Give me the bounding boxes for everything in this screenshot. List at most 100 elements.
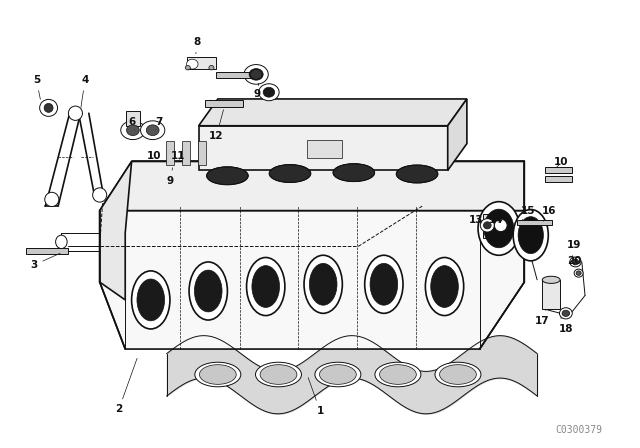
Ellipse shape — [195, 270, 222, 312]
Text: 19: 19 — [567, 240, 581, 257]
Ellipse shape — [370, 263, 397, 305]
Ellipse shape — [255, 362, 301, 387]
Ellipse shape — [121, 121, 145, 140]
Text: 15: 15 — [521, 207, 536, 220]
Ellipse shape — [426, 258, 464, 315]
Ellipse shape — [484, 209, 514, 248]
Ellipse shape — [480, 219, 494, 232]
Polygon shape — [198, 99, 467, 126]
Ellipse shape — [375, 362, 421, 387]
Text: 8: 8 — [194, 37, 201, 54]
Ellipse shape — [250, 69, 262, 79]
Ellipse shape — [259, 84, 279, 101]
Text: 3: 3 — [30, 253, 60, 270]
Text: 2: 2 — [115, 358, 137, 414]
Ellipse shape — [68, 106, 83, 121]
Bar — [182, 141, 189, 165]
Ellipse shape — [542, 276, 560, 284]
Ellipse shape — [559, 308, 572, 319]
Ellipse shape — [304, 255, 342, 313]
Ellipse shape — [478, 202, 520, 255]
Ellipse shape — [127, 125, 140, 136]
Bar — [26, 248, 68, 254]
Bar — [483, 214, 505, 238]
Bar — [166, 141, 173, 165]
Text: 13: 13 — [469, 215, 484, 225]
Ellipse shape — [195, 362, 241, 387]
Ellipse shape — [574, 269, 583, 277]
Text: 10: 10 — [554, 157, 569, 168]
Polygon shape — [448, 99, 467, 170]
Ellipse shape — [494, 219, 507, 232]
Polygon shape — [100, 161, 524, 211]
Ellipse shape — [132, 271, 170, 329]
Ellipse shape — [249, 69, 263, 80]
Ellipse shape — [141, 121, 165, 140]
Text: 17: 17 — [535, 310, 550, 326]
Bar — [126, 112, 140, 126]
Ellipse shape — [315, 362, 361, 387]
Ellipse shape — [396, 165, 438, 183]
Ellipse shape — [40, 99, 58, 116]
Ellipse shape — [365, 255, 403, 313]
Bar — [307, 141, 342, 158]
Ellipse shape — [93, 188, 107, 202]
Ellipse shape — [260, 365, 297, 384]
Ellipse shape — [263, 87, 275, 97]
Ellipse shape — [45, 192, 59, 207]
Ellipse shape — [518, 217, 543, 254]
Ellipse shape — [252, 266, 280, 307]
Bar — [205, 100, 243, 107]
Bar — [187, 57, 216, 69]
Text: 10: 10 — [147, 151, 161, 161]
Bar — [516, 220, 552, 225]
Bar — [542, 280, 560, 309]
Text: 12: 12 — [209, 110, 224, 141]
Bar — [198, 141, 205, 165]
Ellipse shape — [44, 103, 53, 112]
Text: 5: 5 — [33, 75, 40, 99]
Ellipse shape — [207, 167, 248, 185]
Bar — [216, 72, 253, 78]
Text: 9: 9 — [166, 168, 173, 185]
Text: 6: 6 — [128, 117, 135, 130]
Ellipse shape — [185, 65, 190, 70]
Ellipse shape — [200, 365, 236, 384]
Ellipse shape — [269, 164, 311, 182]
Bar — [545, 167, 572, 172]
Polygon shape — [198, 126, 448, 170]
Ellipse shape — [572, 259, 579, 265]
Text: 9: 9 — [254, 83, 261, 99]
Ellipse shape — [209, 65, 214, 70]
Ellipse shape — [244, 65, 268, 84]
Ellipse shape — [483, 222, 491, 229]
Ellipse shape — [186, 59, 198, 69]
Text: 14: 14 — [489, 215, 504, 225]
Ellipse shape — [576, 271, 581, 276]
Ellipse shape — [380, 365, 416, 384]
Text: C0300379: C0300379 — [555, 425, 602, 435]
Polygon shape — [100, 211, 524, 349]
Text: 7: 7 — [156, 117, 163, 130]
Bar — [545, 176, 572, 181]
Ellipse shape — [333, 164, 374, 181]
Text: 18: 18 — [559, 318, 573, 334]
Ellipse shape — [562, 310, 570, 316]
Ellipse shape — [431, 266, 458, 307]
Ellipse shape — [56, 235, 67, 249]
Ellipse shape — [309, 263, 337, 305]
Text: 16: 16 — [541, 207, 556, 222]
Ellipse shape — [246, 258, 285, 315]
Ellipse shape — [570, 257, 581, 267]
Ellipse shape — [189, 262, 227, 320]
Polygon shape — [100, 161, 132, 300]
Ellipse shape — [440, 365, 476, 384]
Text: 11: 11 — [170, 151, 185, 161]
Ellipse shape — [319, 365, 356, 384]
Ellipse shape — [147, 125, 159, 136]
Ellipse shape — [435, 362, 481, 387]
Text: 4: 4 — [81, 75, 89, 108]
Ellipse shape — [513, 210, 548, 261]
Ellipse shape — [137, 279, 164, 321]
Text: 20: 20 — [567, 256, 581, 266]
